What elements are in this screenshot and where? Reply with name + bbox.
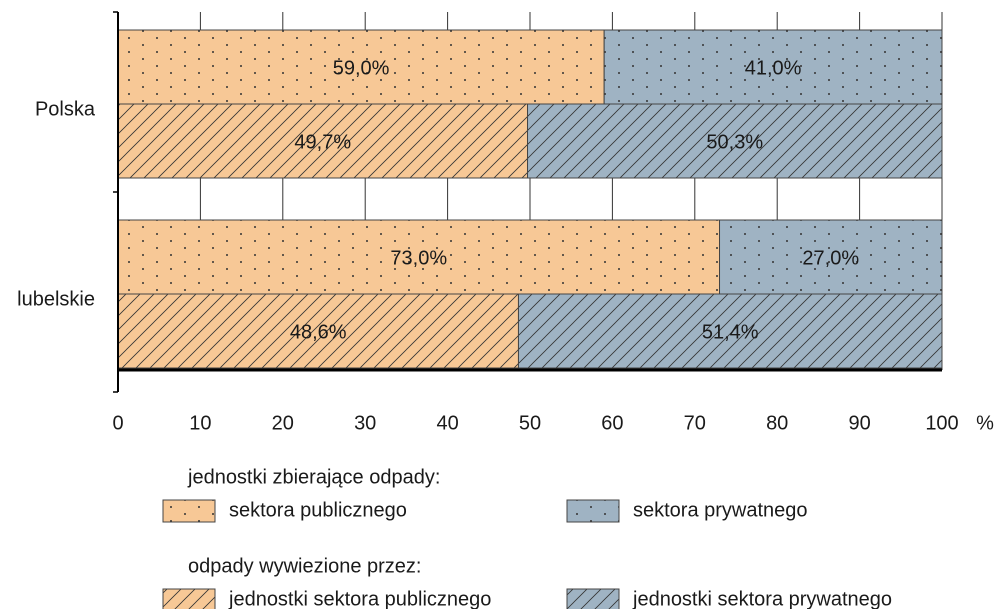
legend-title: odpady wywiezione przez: — [188, 555, 421, 577]
bar — [527, 103, 943, 179]
x-tick-label: 50 — [519, 412, 541, 434]
legend-swatch — [566, 588, 620, 609]
x-tick-label: 10 — [189, 412, 211, 434]
bar — [117, 293, 519, 369]
bar — [517, 293, 943, 369]
x-tick-label: 60 — [601, 412, 623, 434]
legend-label: jednostki sektora publicznego — [228, 588, 491, 609]
value-label: 48,6% — [290, 321, 347, 343]
x-tick-label: 0 — [112, 412, 123, 434]
value-label: 41,0% — [745, 57, 802, 79]
value-label: 73,0% — [390, 247, 447, 269]
x-tick-label: 70 — [684, 412, 706, 434]
x-tick-label: 30 — [354, 412, 376, 434]
legend-title: jednostki zbierające odpady: — [187, 466, 440, 488]
bar — [719, 219, 943, 295]
x-tick-label: 40 — [436, 412, 458, 434]
bar — [117, 219, 721, 295]
value-label: 51,4% — [702, 321, 759, 343]
x-tick-label: 80 — [766, 412, 788, 434]
x-tick-label: 20 — [272, 412, 294, 434]
y-tick-label: lubelskie — [17, 288, 95, 310]
x-tick-label: 90 — [848, 412, 870, 434]
legend-label: sektora publicznego — [229, 499, 407, 521]
value-label: 49,7% — [294, 131, 351, 153]
legend-label: jednostki sektora prywatnego — [632, 588, 892, 609]
value-label: 27,0% — [802, 247, 859, 269]
legend-label: sektora prywatnego — [633, 499, 808, 521]
y-tick-label: Polska — [35, 98, 96, 120]
x-tick-label: 100 — [925, 412, 958, 434]
x-axis-label: % — [976, 412, 994, 434]
bar — [603, 29, 943, 105]
legend-swatch — [566, 499, 620, 523]
bar — [117, 29, 605, 105]
legend-swatch — [162, 499, 216, 523]
value-label: 50,3% — [706, 131, 763, 153]
legend-swatch — [162, 588, 216, 609]
value-label: 59,0% — [333, 57, 390, 79]
